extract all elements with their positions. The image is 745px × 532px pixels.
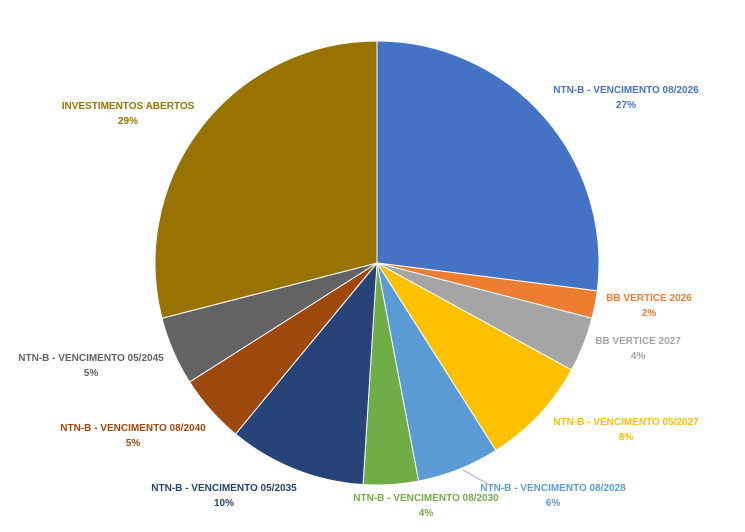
pie-slice	[234, 261, 378, 486]
pie-slices	[154, 40, 600, 486]
pie-slice	[154, 40, 378, 319]
slice-category-label: NTN-B - VENCIMENTO 05/2035	[151, 483, 297, 494]
slice-percent-label: 29%	[118, 116, 138, 127]
pie-slice	[376, 262, 573, 452]
slice-percent-label: 6%	[546, 498, 561, 509]
slice-percent-label: 10%	[214, 498, 234, 509]
slice-labels: NTN-B - VENCIMENTO 08/2026 27% BB VERTICE …	[18, 85, 699, 519]
slice-percent-label: 5%	[84, 368, 99, 379]
slice-category-label: NTN-B - VENCIMENTO 05/2027	[553, 417, 699, 428]
slice-percent-label: 4%	[631, 351, 646, 362]
slice-category-label: BB VERTICE 2027	[595, 336, 681, 347]
slice-percent-label: 5%	[126, 438, 141, 449]
slice-percent-label: 4%	[419, 508, 434, 519]
pie-slice	[376, 40, 600, 292]
slice-category-label: INVESTIMENTOS ABERTOS	[62, 101, 195, 112]
slice-category-label: BB VERTICE 2026	[606, 293, 692, 304]
slice-percent-label: 27%	[616, 100, 636, 111]
slice-category-label: NTN-B - VENCIMENTO 08/2028	[480, 483, 626, 494]
slice-category-label: NTN-B - VENCIMENTO 08/2040	[60, 423, 206, 434]
slice-category-label: NTN-B - VENCIMENTO 05/2045	[18, 353, 164, 364]
slice-category-label: NTN-B - VENCIMENTO 08/2026	[553, 85, 699, 96]
slice-category-label: NTN-B - VENCIMENTO 08/2030	[353, 493, 499, 504]
slice-percent-label: 8%	[619, 432, 634, 443]
leader-line	[462, 469, 494, 488]
slice-percent-label: 2%	[642, 308, 657, 319]
